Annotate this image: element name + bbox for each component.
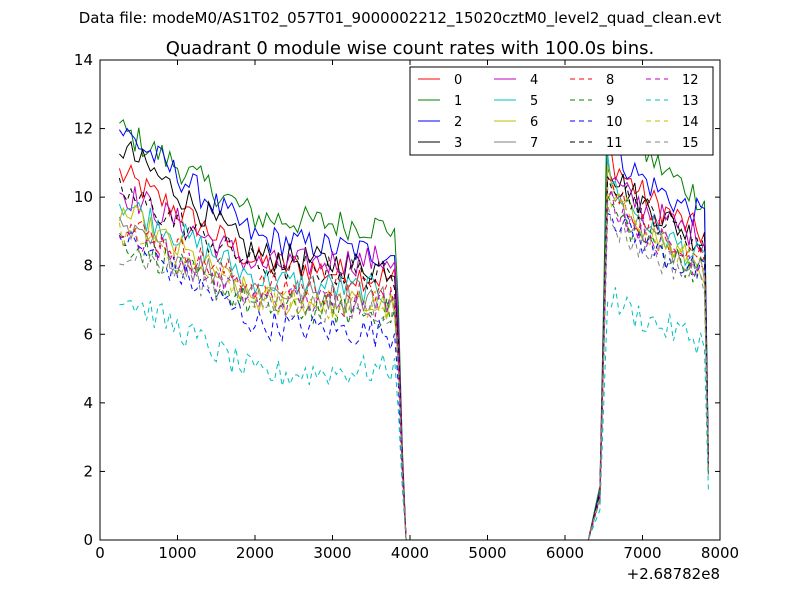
y-tick-label: 2 <box>83 462 93 480</box>
legend-label-15: 15 <box>682 136 699 151</box>
y-tick-label: 12 <box>74 120 93 138</box>
series-line-11 <box>118 176 709 541</box>
chart-suptitle: Data file: modeM0/AS1T02_057T01_90000022… <box>79 9 722 28</box>
x-tick-label: 4000 <box>391 544 429 562</box>
y-tick-label: 6 <box>83 325 93 343</box>
plot-lines <box>118 77 709 541</box>
x-tick-label: 0 <box>95 544 105 562</box>
chart-title: Quadrant 0 module wise count rates with … <box>166 38 655 59</box>
legend-label-11: 11 <box>606 136 623 151</box>
x-tick-label: 6000 <box>546 544 584 562</box>
y-tick-label: 10 <box>74 188 93 206</box>
legend-label-5: 5 <box>530 94 538 109</box>
series-line-12 <box>119 189 709 541</box>
legend-label-6: 6 <box>530 115 538 130</box>
legend-label-14: 14 <box>682 115 699 130</box>
y-tick-label: 8 <box>83 257 93 275</box>
series-line-4 <box>119 162 709 541</box>
x-tick-label: 1000 <box>158 544 196 562</box>
legend-label-9: 9 <box>606 94 614 109</box>
legend-label-12: 12 <box>682 73 699 88</box>
x-tick-label: 3000 <box>313 544 351 562</box>
series-line-0 <box>118 142 709 541</box>
legend-label-8: 8 <box>606 73 614 88</box>
series-line-5 <box>118 153 709 541</box>
legend-label-2: 2 <box>454 115 462 130</box>
legend-label-7: 7 <box>530 136 538 151</box>
x-tick-label: 5000 <box>468 544 506 562</box>
series-line-10 <box>118 212 709 541</box>
legend-label-13: 13 <box>682 94 699 109</box>
axis-ticks: 0 1000 2000 3000 4000 5000 6000 7000 80000246810… <box>74 51 739 562</box>
series-line-3 <box>119 140 709 541</box>
x-offset-label: +2.68782e8 <box>627 565 720 583</box>
series-line-14 <box>118 187 709 541</box>
series-line-2 <box>118 127 709 541</box>
y-tick-label: 4 <box>83 394 93 412</box>
legend-label-4: 4 <box>530 73 538 88</box>
series-line-13 <box>119 287 709 541</box>
series-line-15 <box>119 203 709 541</box>
x-tick-label: 2000 <box>236 544 274 562</box>
legend-label-3: 3 <box>454 136 462 151</box>
series-line-8 <box>119 175 709 541</box>
legend-label-10: 10 <box>606 115 623 130</box>
x-tick-label: 8000 <box>701 544 739 562</box>
x-tick-label: 7000 <box>623 544 661 562</box>
legend-label-0: 0 <box>454 73 462 88</box>
y-tick-label: 14 <box>74 51 93 69</box>
legend-label-1: 1 <box>454 94 462 109</box>
legend-frame <box>409 66 714 156</box>
y-tick-label: 0 <box>83 531 93 549</box>
